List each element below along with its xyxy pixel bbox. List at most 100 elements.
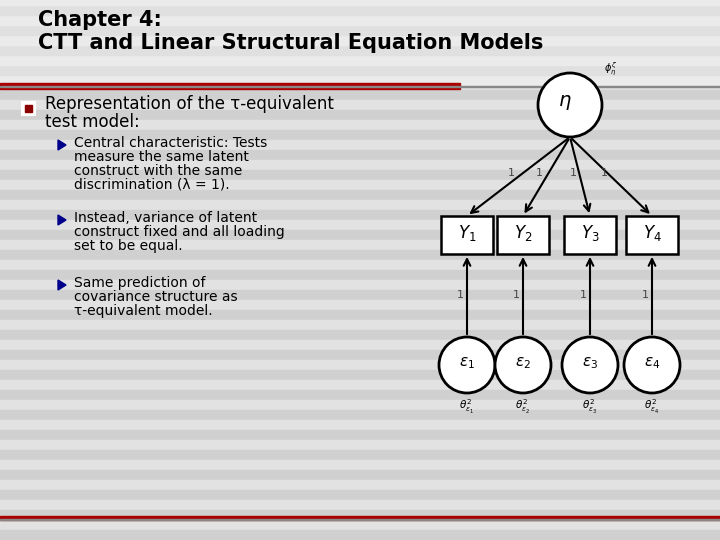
Text: 1: 1 [456,291,464,300]
Bar [0,0,720,5]
Bar [0,30,720,40]
Bar [0,65,720,75]
Bar [0,470,720,480]
Polygon shape [58,280,66,290]
Text: Instead, variance of latent: Instead, variance of latent [74,211,257,225]
Bar [0,140,720,150]
Bar [0,410,720,420]
Bar [0,280,720,290]
Text: $\varepsilon_4$: $\varepsilon_4$ [644,355,660,371]
Text: test model:: test model: [45,113,140,131]
Bar [0,390,720,400]
Bar [0,490,720,500]
Text: set to be equal.: set to be equal. [74,239,183,253]
Text: $\theta^2_{\varepsilon_1}$: $\theta^2_{\varepsilon_1}$ [459,398,474,416]
Circle shape [439,337,495,393]
Text: $\theta^2_{\varepsilon_4}$: $\theta^2_{\varepsilon_4}$ [644,398,660,416]
Bar [22,102,35,115]
Bar [0,300,720,310]
Text: 1: 1 [642,291,649,300]
Bar [0,20,720,30]
Bar [0,170,720,180]
Bar [0,430,720,440]
Text: τ-equivalent model.: τ-equivalent model. [74,304,212,318]
Text: $Y_2$: $Y_2$ [514,223,532,243]
Text: $\eta$: $\eta$ [558,93,572,112]
Bar [441,216,493,254]
Text: discrimination (λ = 1).: discrimination (λ = 1). [74,178,230,192]
Bar [0,330,720,340]
Circle shape [495,337,551,393]
Bar [0,310,720,320]
Bar [0,150,720,160]
Circle shape [538,73,602,137]
Bar [0,40,720,50]
Text: $\varepsilon_1$: $\varepsilon_1$ [459,355,475,371]
Bar [0,83,460,89]
Bar [0,500,720,510]
Bar [0,70,720,80]
Bar [0,350,720,360]
Bar [0,45,720,55]
Bar [0,519,720,520]
Bar [0,180,720,190]
Bar [0,90,720,100]
Bar [626,216,678,254]
Bar [0,160,720,170]
Bar [0,400,720,410]
Text: Same prediction of: Same prediction of [74,276,205,290]
Text: 1: 1 [580,291,587,300]
Bar [0,0,720,85]
Bar [0,75,720,85]
Text: 1: 1 [508,167,515,178]
Text: 1: 1 [536,167,543,178]
Polygon shape [58,215,66,225]
Bar [0,130,720,140]
Bar [0,25,720,35]
Bar [0,110,720,120]
Bar [0,510,720,520]
Bar [0,0,720,10]
Bar [0,250,720,260]
Bar [0,320,720,330]
Text: $\theta^2_{\varepsilon_3}$: $\theta^2_{\varepsilon_3}$ [582,398,598,416]
Bar [0,360,720,370]
Bar [0,220,720,230]
Bar [25,105,32,112]
Text: construct with the same: construct with the same [74,164,242,178]
Bar [0,270,720,280]
Circle shape [562,337,618,393]
Text: $\varepsilon_3$: $\varepsilon_3$ [582,355,598,371]
Bar [564,216,616,254]
Bar [0,440,720,450]
Bar [0,60,720,70]
Text: measure the same latent: measure the same latent [74,150,249,164]
Text: Central characteristic: Tests: Central characteristic: Tests [74,136,267,150]
Text: construct fixed and all loading: construct fixed and all loading [74,225,284,239]
Text: $\theta^2_{\varepsilon_2}$: $\theta^2_{\varepsilon_2}$ [516,398,531,416]
Text: $Y_1$: $Y_1$ [458,223,476,243]
Text: $Y_3$: $Y_3$ [581,223,599,243]
Bar [0,520,720,530]
Bar [0,380,720,390]
Polygon shape [58,140,66,150]
Bar [0,200,720,210]
Text: $Y_4$: $Y_4$ [642,223,662,243]
Bar [0,10,720,20]
Circle shape [624,337,680,393]
Bar [0,120,720,130]
Text: Chapter 4:: Chapter 4: [38,10,162,30]
Bar [0,55,720,65]
Bar [0,5,720,15]
Bar [0,460,720,470]
Bar [0,530,720,540]
Bar [0,230,720,240]
Text: 1: 1 [513,291,520,300]
Bar [0,290,720,300]
Bar [0,370,720,380]
Text: $\varepsilon_2$: $\varepsilon_2$ [515,355,531,371]
Bar [0,480,720,490]
Bar [0,516,720,520]
Text: CTT and Linear Structural Equation Models: CTT and Linear Structural Equation Model… [38,33,544,53]
Bar [497,216,549,254]
